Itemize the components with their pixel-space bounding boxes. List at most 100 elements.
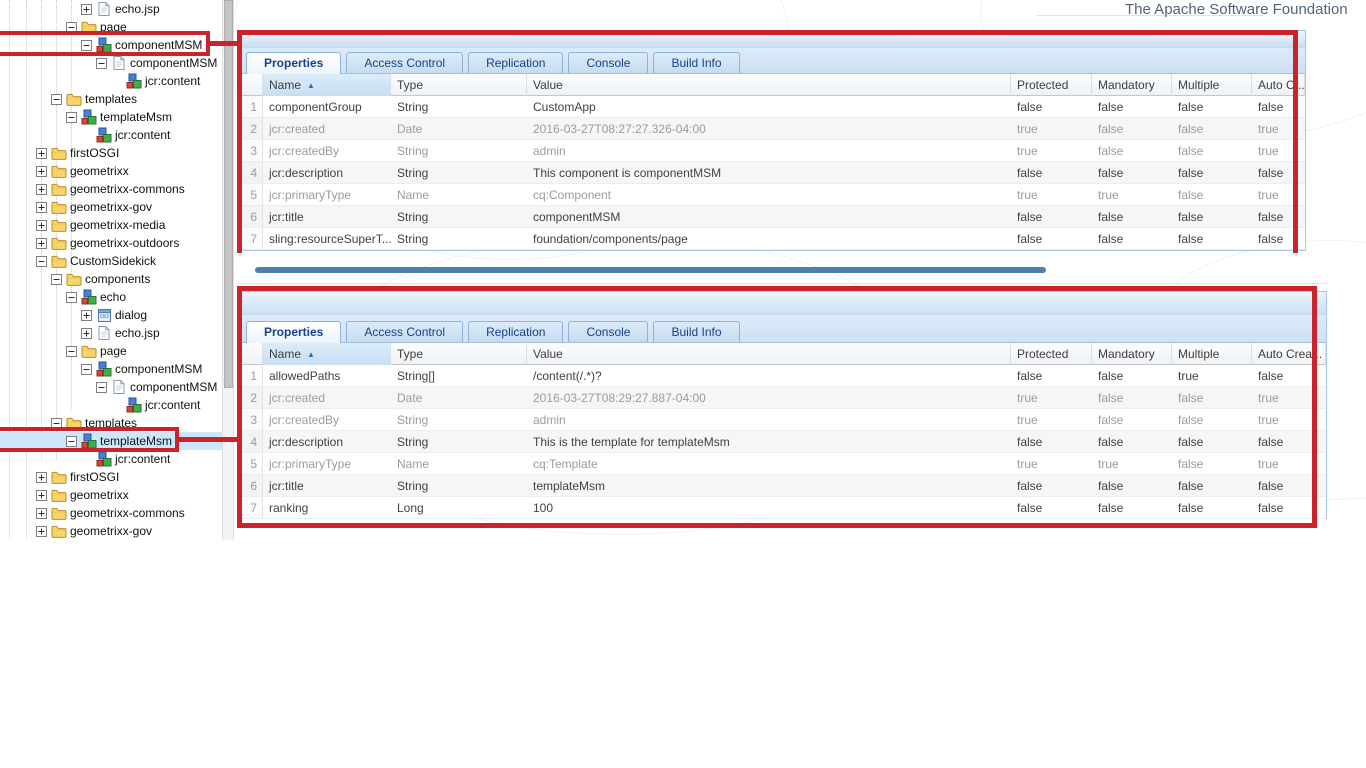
expand-plus-icon[interactable] — [81, 327, 92, 339]
tab-access-control[interactable]: Access Control — [346, 52, 464, 73]
collapse-minus-icon[interactable] — [51, 93, 62, 105]
tree-item-templates[interactable]: templates — [0, 414, 222, 432]
collapse-minus-icon[interactable] — [66, 435, 77, 447]
expand-plus-icon[interactable] — [36, 489, 47, 501]
table-row-jcr-primarytype[interactable]: 5 jcr:primaryType Name cq:Template true true f… — [239, 453, 1326, 475]
column-header-auto-cr[interactable]: Auto Cr... — [1252, 74, 1305, 96]
tab-console[interactable]: Console — [568, 321, 649, 342]
column-header-auto-crea[interactable]: Auto Crea... — [1252, 343, 1326, 365]
tree-item-jcr-content[interactable]: jcr:content — [0, 450, 222, 468]
tab-properties[interactable]: Properties — [246, 52, 342, 74]
table-row-jcr-title[interactable]: 6 jcr:title String componentMSM false false fa… — [239, 206, 1305, 228]
tree-item-page[interactable]: page — [0, 342, 222, 360]
column-header-protected[interactable]: Protected — [1011, 74, 1092, 96]
expand-plus-icon[interactable] — [81, 309, 92, 321]
tree-item-geometrixx[interactable]: geometrixx — [0, 162, 222, 180]
table-row-jcr-createdby[interactable]: 3 jcr:createdBy String admin true false false t… — [239, 409, 1326, 431]
collapse-minus-icon[interactable] — [51, 417, 62, 429]
tab-access-control[interactable]: Access Control — [346, 321, 464, 342]
collapse-minus-icon[interactable] — [66, 21, 77, 33]
collapse-minus-icon[interactable] — [81, 363, 92, 375]
apache-foundation-link[interactable]: The Apache Software Foundation — [1125, 1, 1348, 18]
tree-item-componentmsm[interactable]: componentMSM — [0, 360, 222, 378]
table-row-jcr-created[interactable]: 2 jcr:created Date 2016-03-27T08:29:27.887-… — [239, 387, 1326, 409]
table-row-jcr-created[interactable]: 2 jcr:created Date 2016-03-27T08:27:27.326-… — [239, 118, 1305, 140]
expand-plus-icon[interactable] — [36, 183, 47, 195]
expand-plus-icon[interactable] — [36, 525, 47, 537]
tree-scrollbar-thumb[interactable] — [224, 0, 233, 388]
column-header-multiple[interactable]: Multiple — [1172, 74, 1252, 96]
tab-build-info[interactable]: Build Info — [653, 52, 740, 73]
expand-plus-icon[interactable] — [36, 201, 47, 213]
table-row-sling-resourcesupert[interactable]: 7 sling:resourceSuperT... String foundation… — [239, 228, 1305, 250]
expand-plus-icon[interactable] — [36, 165, 47, 177]
column-header-multiple[interactable]: Multiple — [1172, 343, 1252, 365]
tree-item-components[interactable]: components — [0, 270, 222, 288]
collapse-minus-icon[interactable] — [66, 345, 77, 357]
expand-plus-icon[interactable] — [36, 219, 47, 231]
column-header-rownum[interactable] — [239, 343, 263, 365]
column-header-name[interactable]: Name ▲ — [263, 343, 391, 365]
tree-item-jcr-content[interactable]: jcr:content — [0, 396, 222, 414]
tree-item-jcr-content[interactable]: jcr:content — [0, 126, 222, 144]
expand-plus-icon[interactable] — [36, 507, 47, 519]
tree-item-echo-jsp[interactable]: echo.jsp — [0, 0, 222, 18]
tree-item-componentmsm[interactable]: componentMSM — [0, 36, 222, 54]
tree-item-echo[interactable]: echo — [0, 288, 222, 306]
column-header-value[interactable]: Value — [527, 74, 1011, 96]
table-row-ranking[interactable]: 7 ranking Long 100 false false false false — [239, 497, 1326, 519]
tree-item-firstosgi[interactable]: firstOSGI — [0, 468, 222, 486]
column-header-type[interactable]: Type — [391, 343, 527, 365]
tree-item-geometrixx[interactable]: geometrixx — [0, 486, 222, 504]
column-header-mandatory[interactable]: Mandatory — [1092, 74, 1172, 96]
collapse-minus-icon[interactable] — [66, 111, 77, 123]
tree-item-jcr-content[interactable]: jcr:content — [0, 72, 222, 90]
tree-item-geometrixx-gov[interactable]: geometrixx-gov — [0, 522, 222, 540]
tab-replication[interactable]: Replication — [468, 52, 564, 73]
column-header-value[interactable]: Value — [527, 343, 1011, 365]
tree-item-geometrixx-commons[interactable]: geometrixx-commons — [0, 180, 222, 198]
tree-item-geometrixx-outdoors[interactable]: geometrixx-outdoors — [0, 234, 222, 252]
column-header-rownum[interactable] — [239, 74, 263, 96]
collapse-minus-icon[interactable] — [81, 39, 92, 51]
tree-item-echo-jsp[interactable]: echo.jsp — [0, 324, 222, 342]
expand-plus-icon[interactable] — [36, 147, 47, 159]
tree-item-page[interactable]: page — [0, 18, 222, 36]
table-row-jcr-description[interactable]: 4 jcr:description String This component is … — [239, 162, 1305, 184]
tree-item-geometrixx-commons[interactable]: geometrixx-commons — [0, 504, 222, 522]
expand-plus-icon[interactable] — [81, 3, 92, 15]
collapse-minus-icon[interactable] — [51, 273, 62, 285]
column-header-type[interactable]: Type — [391, 74, 527, 96]
column-header-protected[interactable]: Protected — [1011, 343, 1092, 365]
tree-item-templatemsm[interactable]: templateMsm — [0, 432, 222, 450]
expand-plus-icon[interactable] — [36, 471, 47, 483]
tree-item-componentmsm[interactable]: componentMSM — [0, 378, 222, 396]
tree-item-dialog[interactable]: dialog — [0, 306, 222, 324]
tree-item-componentmsm[interactable]: componentMSM — [0, 54, 222, 72]
tree-item-templates[interactable]: templates — [0, 90, 222, 108]
horizontal-scrollbar-thumb[interactable] — [255, 267, 1046, 273]
tab-properties[interactable]: Properties — [246, 321, 342, 343]
tree-item-geometrixx-media[interactable]: geometrixx-media — [0, 216, 222, 234]
table-row-jcr-title[interactable]: 6 jcr:title String templateMsm false false fal… — [239, 475, 1326, 497]
table-row-jcr-primarytype[interactable]: 5 jcr:primaryType Name cq:Component true true… — [239, 184, 1305, 206]
table-row-jcr-description[interactable]: 4 jcr:description String This is the templa… — [239, 431, 1326, 453]
column-header-mandatory[interactable]: Mandatory — [1092, 343, 1172, 365]
tree-item-firstosgi[interactable]: firstOSGI — [0, 144, 222, 162]
tab-replication[interactable]: Replication — [468, 321, 564, 342]
column-header-name[interactable]: Name ▲ — [263, 74, 391, 96]
collapse-minus-icon[interactable] — [66, 291, 77, 303]
tree-item-geometrixx-gov[interactable]: geometrixx-gov — [0, 198, 222, 216]
tree-item-customsidekick[interactable]: CustomSidekick — [0, 252, 222, 270]
table-row-allowedpaths[interactable]: 1 allowedPaths String[] /content(/.*)? false… — [239, 365, 1326, 387]
table-row-componentgroup[interactable]: 1 componentGroup String CustomApp false false… — [239, 96, 1305, 118]
tree-scrollbar[interactable] — [222, 0, 234, 540]
table-row-jcr-createdby[interactable]: 3 jcr:createdBy String admin true false false t… — [239, 140, 1305, 162]
collapse-minus-icon[interactable] — [36, 255, 47, 267]
tree-item-templatemsm[interactable]: templateMsm — [0, 108, 222, 126]
tab-console[interactable]: Console — [568, 52, 649, 73]
expand-plus-icon[interactable] — [36, 237, 47, 249]
collapse-minus-icon[interactable] — [96, 381, 107, 393]
collapse-minus-icon[interactable] — [96, 57, 107, 69]
tab-build-info[interactable]: Build Info — [653, 321, 740, 342]
